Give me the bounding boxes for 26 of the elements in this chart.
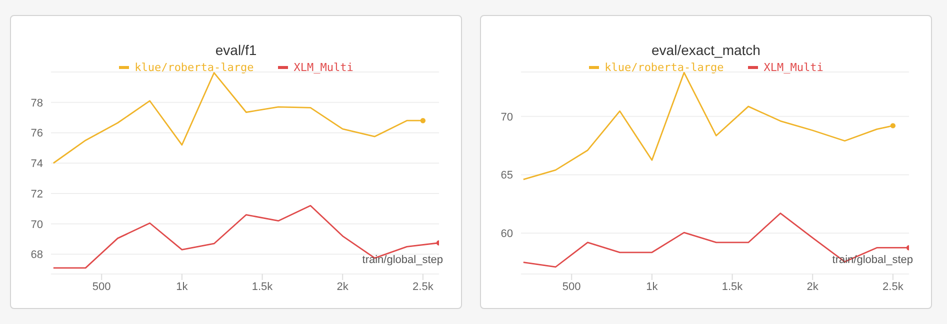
x-tick-label: 1k <box>646 280 658 293</box>
x-tick-label: 2.5k <box>882 280 904 293</box>
legend-label: klue/roberta-large <box>134 61 254 74</box>
y-tick-label: 60 <box>500 228 513 240</box>
chart-title: eval/f1 <box>214 42 258 58</box>
x-tick-label: 500 <box>562 280 581 293</box>
y-tick-label: 70 <box>500 111 513 124</box>
y-tick-label: 72 <box>30 188 43 200</box>
legend-label: XLM_Multi <box>764 61 824 74</box>
legend-label: klue/roberta-large <box>604 61 724 74</box>
x-tick-label: 1.5k <box>722 280 744 293</box>
x-tick-label: 2k <box>336 280 349 293</box>
y-tick-label: 65 <box>500 170 513 182</box>
legend-label: XLM_Multi <box>294 61 354 74</box>
x-tick-label: 2k <box>806 280 819 293</box>
x-tick-label: 1k <box>176 280 188 293</box>
y-tick-label: 78 <box>30 97 43 110</box>
y-tick-label: 74 <box>30 158 43 170</box>
x-tick-label: 1.5k <box>252 280 274 293</box>
chart-title: eval/exact_match <box>650 42 762 58</box>
x-axis-title: train/global_step <box>362 254 443 266</box>
y-tick-label: 70 <box>30 218 43 231</box>
x-tick-label: 2.5k <box>412 280 434 293</box>
y-tick-label: 76 <box>30 128 43 140</box>
y-tick-label: 68 <box>30 249 43 262</box>
x-tick-label: 500 <box>92 280 111 293</box>
